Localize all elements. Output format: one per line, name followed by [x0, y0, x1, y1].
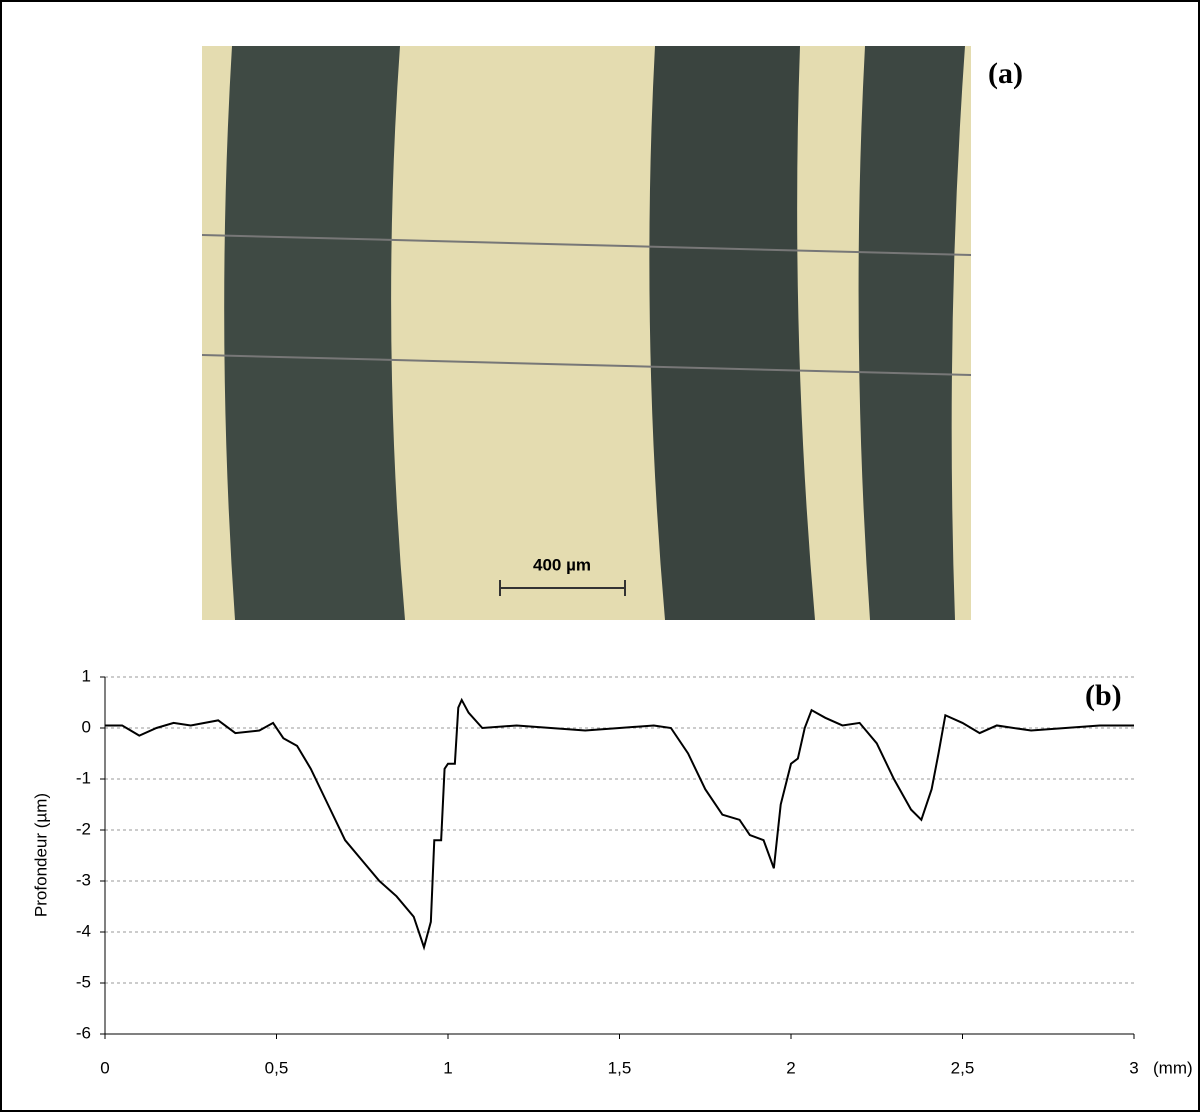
scratch	[201, 234, 972, 256]
scratch	[201, 354, 972, 376]
x-tick-label: 1	[443, 1058, 452, 1077]
x-unit: (mm)	[1153, 1058, 1193, 1077]
wear-track	[858, 46, 965, 620]
y-tick-label: -6	[76, 1023, 91, 1042]
panel-label: (b)	[1085, 679, 1122, 712]
y-tick-label: 0	[82, 717, 91, 736]
y-tick-label: -4	[76, 921, 91, 940]
wear-track	[224, 46, 405, 620]
y-tick-label: -2	[76, 819, 91, 838]
x-tick-label: 0	[100, 1058, 109, 1077]
x-tick-label: 3	[1129, 1058, 1138, 1077]
profile-line	[105, 697, 1134, 951]
y-tick-label: -3	[76, 870, 91, 889]
y-tick-label: -5	[76, 972, 91, 991]
x-tick-label: 2	[786, 1058, 795, 1077]
y-axis-title: Profondeur (µm)	[31, 793, 50, 917]
micrograph: 400 µm	[201, 46, 972, 620]
x-tick-label: 0,5	[265, 1058, 289, 1077]
x-tick-label: 2,5	[951, 1058, 975, 1077]
wear-track	[649, 46, 815, 620]
panel-label: (a)	[988, 57, 1023, 90]
y-tick-label: 1	[82, 666, 91, 685]
scale-label: 400 µm	[533, 555, 591, 574]
y-tick-label: -1	[76, 768, 91, 787]
x-tick-label: 1,5	[608, 1058, 632, 1077]
